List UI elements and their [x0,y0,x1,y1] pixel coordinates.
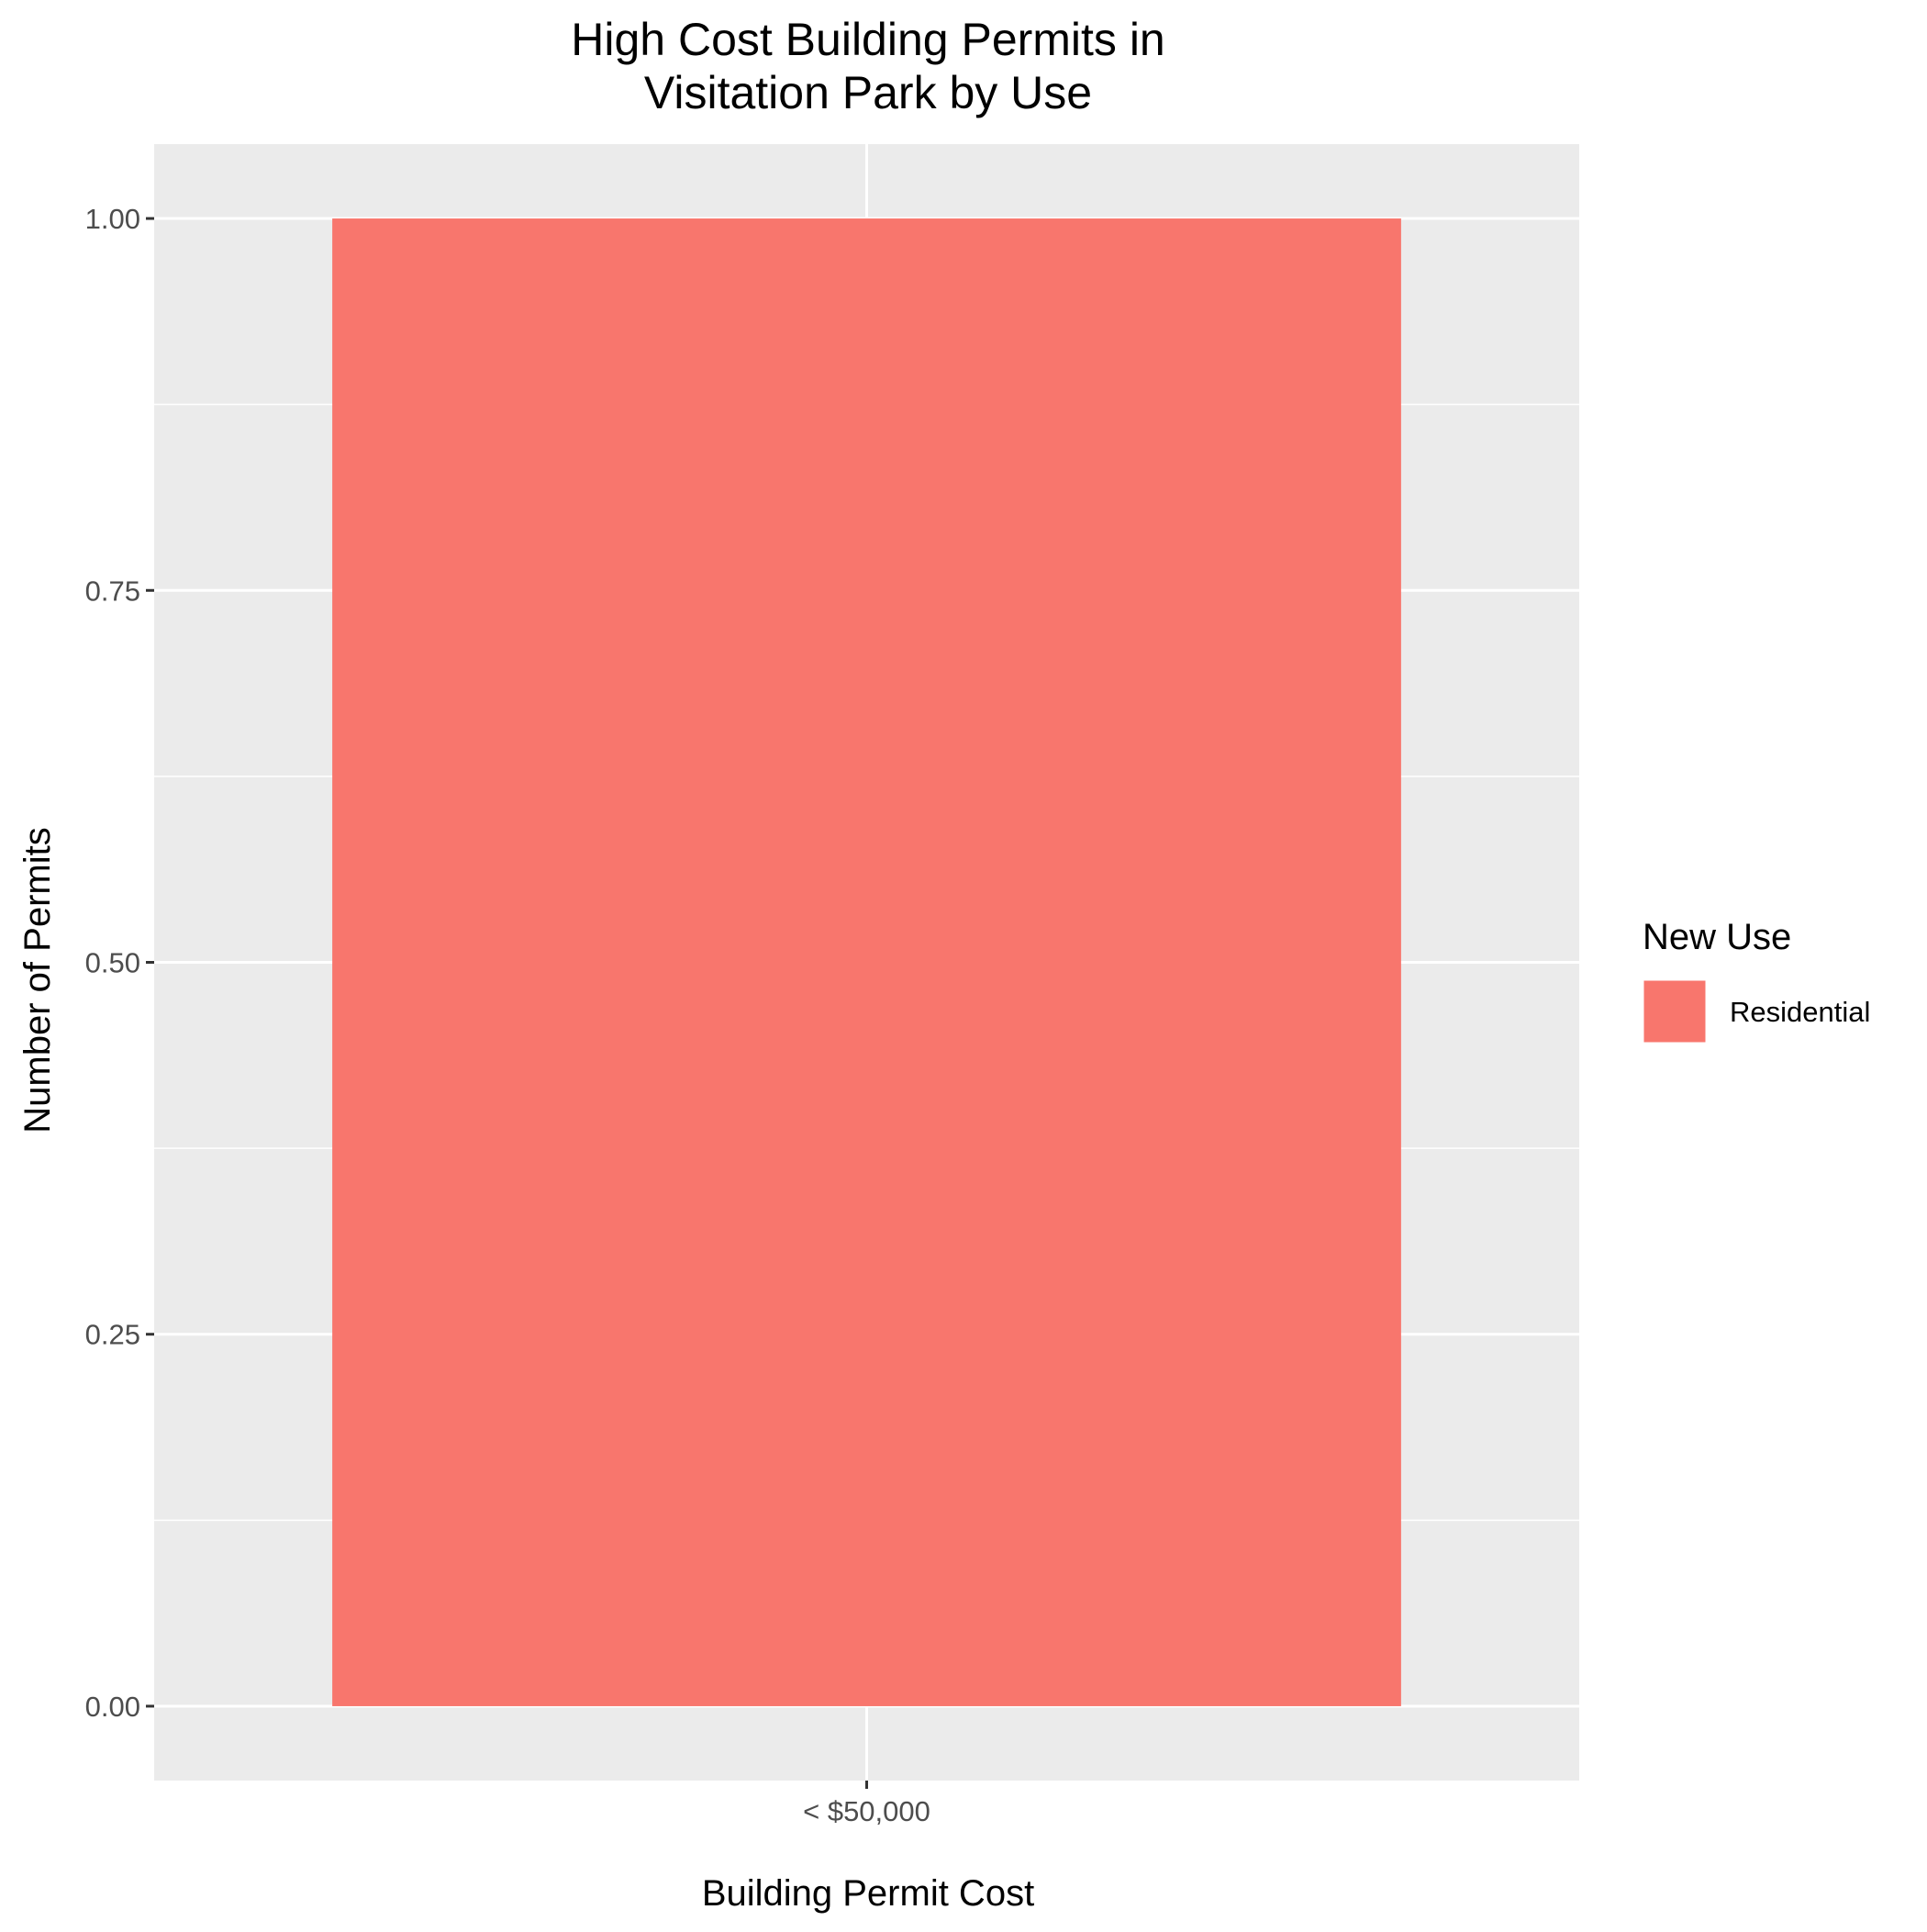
y-tick-label: 0.50 [85,947,140,979]
y-axis-title: Number of Permits [17,827,58,1133]
legend-label: Residential [1730,996,1870,1028]
y-tick-label: 0.25 [85,1319,140,1351]
x-axis-title: Building Permit Cost [702,1873,1034,1914]
legend-title: New Use [1643,917,1791,957]
bars [332,218,1401,1706]
bar [332,218,1401,1706]
y-tick-label: 1.00 [85,203,140,235]
y-tick-label: 0.75 [85,575,140,607]
axes: 0.00 0.25 0.50 0.75 1.00 < $50,000 [85,203,930,1827]
legend-items: Residential [1641,977,1870,1045]
chart-title-line-1: High Cost Building Permits in [571,14,1165,65]
y-tick-label: 0.00 [85,1691,140,1723]
chart-title-line-2: Visitation Park by Use [644,67,1092,118]
legend: New Use Residential [1641,917,1870,1045]
x-tick-label: < $50,000 [803,1795,930,1827]
legend-key [1641,977,1709,1045]
